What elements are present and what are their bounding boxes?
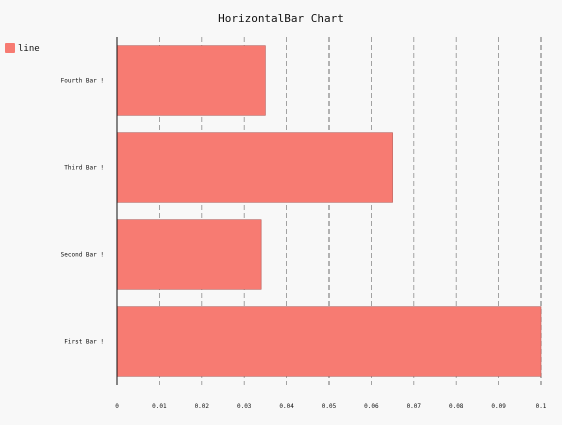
x-tick-label-7: 0.07 bbox=[407, 403, 422, 410]
x-tick-label-3: 0.03 bbox=[237, 403, 252, 410]
x-tick-label-0: 0 bbox=[115, 403, 119, 410]
x-tick-label-1: 0.01 bbox=[152, 403, 167, 410]
legend-swatch bbox=[5, 43, 15, 53]
legend-label: line bbox=[18, 44, 40, 54]
category-label-3: Third Bar ! bbox=[64, 165, 104, 172]
x-tick-label-10: 0.1 bbox=[536, 403, 547, 410]
category-label-2: Second Bar ! bbox=[61, 252, 104, 259]
chart-container: HorizontalBar Chart line 0 0.01 0.02 0.03 0.… bbox=[5, 12, 547, 410]
bar-1 bbox=[116, 306, 542, 377]
category-label-4: Fourth Bar ! bbox=[61, 78, 104, 85]
x-tick-label-9: 0.09 bbox=[491, 403, 506, 410]
bar-4 bbox=[116, 45, 266, 116]
x-tick-label-5: 0.05 bbox=[322, 403, 337, 410]
chart-title: HorizontalBar Chart bbox=[218, 12, 344, 25]
horizontal-bar-chart: HorizontalBar Chart line 0 0.01 0.02 0.03 0.… bbox=[5, 12, 547, 410]
category-label-1: First Bar ! bbox=[64, 339, 104, 346]
x-tick-label-4: 0.04 bbox=[279, 403, 294, 410]
bar-3 bbox=[116, 132, 393, 203]
axis-layer: 0 0.01 0.02 0.03 0.04 0.05 0.06 0.07 0.08 0.09 0.1… bbox=[61, 37, 547, 410]
x-tick-label-2: 0.02 bbox=[195, 403, 210, 410]
bar-2 bbox=[116, 219, 262, 290]
x-tick-label-6: 0.06 bbox=[364, 403, 379, 410]
legend: line bbox=[5, 43, 40, 54]
x-tick-label-8: 0.08 bbox=[449, 403, 464, 410]
